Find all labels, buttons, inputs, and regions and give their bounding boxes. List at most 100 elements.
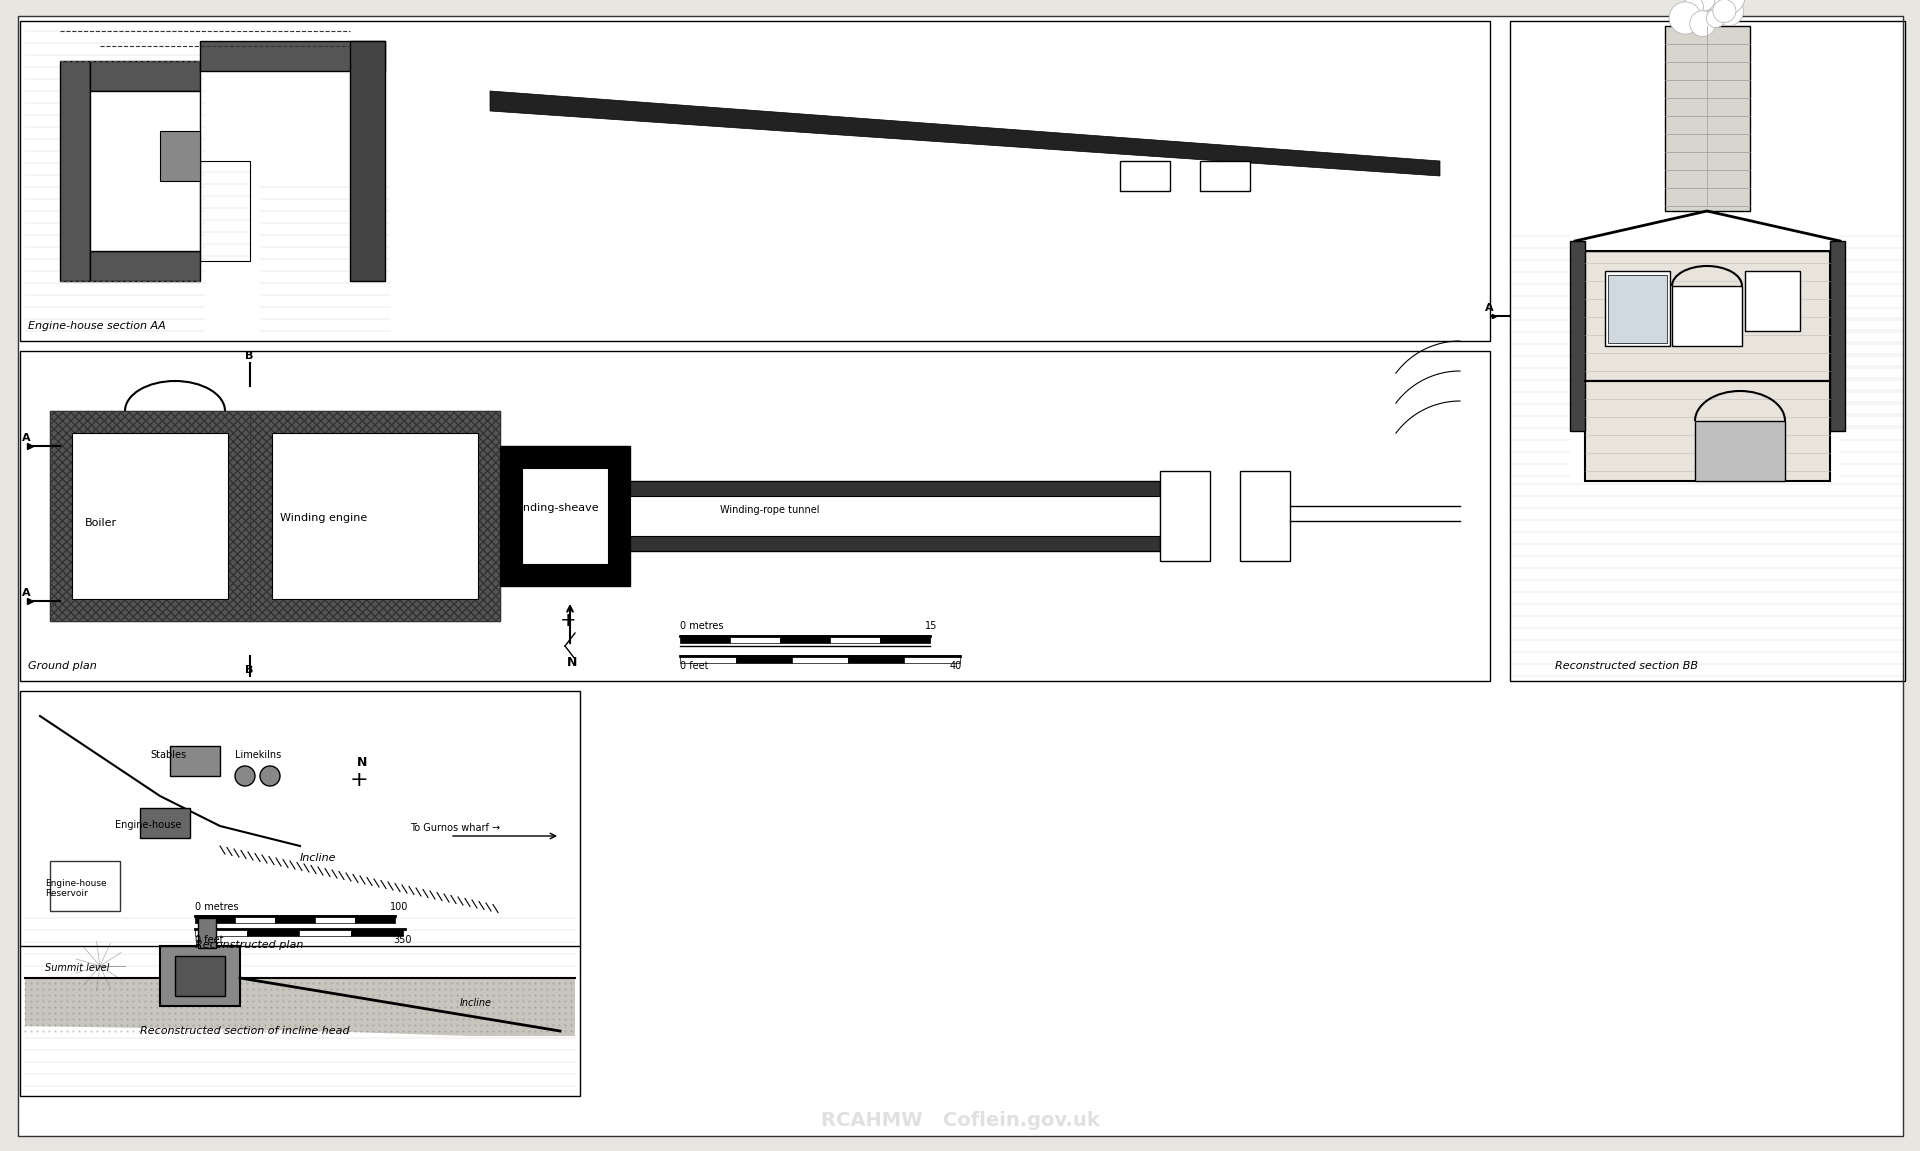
Text: Incline: Incline <box>300 853 336 863</box>
Bar <box>19 691 580 1096</box>
Text: 0 feet: 0 feet <box>196 935 223 945</box>
Text: Boiler: Boiler <box>84 518 117 528</box>
Bar <box>730 635 780 643</box>
Bar <box>50 411 250 622</box>
Text: B: B <box>246 665 253 674</box>
Text: Winding-sheave: Winding-sheave <box>511 503 599 513</box>
Text: 15: 15 <box>925 622 937 631</box>
Text: +: + <box>349 770 369 790</box>
Circle shape <box>1707 0 1730 14</box>
Text: A: A <box>21 433 31 443</box>
Text: Winding engine: Winding engine <box>280 513 367 523</box>
Bar <box>50 861 119 910</box>
Circle shape <box>1686 6 1703 24</box>
Bar <box>234 915 275 923</box>
Bar <box>522 468 609 564</box>
Bar <box>140 808 190 838</box>
Bar <box>1586 251 1830 381</box>
Text: Engine-house: Engine-house <box>115 820 182 830</box>
Bar <box>90 251 200 281</box>
Bar <box>351 929 403 936</box>
Text: 100: 100 <box>390 902 409 912</box>
Circle shape <box>1693 10 1713 30</box>
Bar <box>1609 275 1667 343</box>
Text: N: N <box>566 656 578 669</box>
Text: 40: 40 <box>950 661 962 671</box>
Bar <box>1119 161 1169 191</box>
Bar <box>196 929 248 936</box>
Text: 350: 350 <box>394 935 411 945</box>
Bar <box>200 161 250 261</box>
Bar <box>315 915 355 923</box>
Bar <box>60 61 90 281</box>
FancyBboxPatch shape <box>17 16 1903 1136</box>
Bar <box>791 655 849 663</box>
Text: A: A <box>21 588 31 599</box>
Bar <box>171 746 221 776</box>
Text: Engine-house section AA: Engine-house section AA <box>29 321 165 331</box>
Bar <box>50 411 250 622</box>
Circle shape <box>1716 0 1755 31</box>
Bar <box>780 635 829 643</box>
Bar <box>1605 270 1670 346</box>
Bar <box>248 929 300 936</box>
Text: Reconstructed plan: Reconstructed plan <box>196 940 303 950</box>
Bar <box>1200 161 1250 191</box>
Bar <box>1240 471 1290 561</box>
Polygon shape <box>371 61 1440 291</box>
Bar <box>25 26 205 336</box>
Bar <box>499 445 630 586</box>
Polygon shape <box>490 91 1440 176</box>
Bar <box>90 91 200 251</box>
Bar <box>90 61 200 91</box>
Bar <box>735 655 791 663</box>
Text: CBY: CBY <box>50 730 123 763</box>
Bar <box>904 655 960 663</box>
Bar <box>1586 381 1830 481</box>
Text: To Gurnos wharf →: To Gurnos wharf → <box>411 823 499 833</box>
Bar <box>1830 241 1845 430</box>
Text: Summit level: Summit level <box>44 963 109 973</box>
Text: 0 feet: 0 feet <box>680 661 708 671</box>
Text: +: + <box>561 611 576 630</box>
Text: N: N <box>357 756 367 769</box>
Bar <box>159 131 200 181</box>
Bar <box>1665 26 1749 211</box>
Text: RCAHMW   Coflein.gov.uk: RCAHMW Coflein.gov.uk <box>820 1112 1100 1130</box>
Bar <box>349 41 386 281</box>
Bar <box>829 635 879 643</box>
Circle shape <box>1680 0 1703 17</box>
Bar <box>1745 270 1801 331</box>
Text: Reconstructed section of incline head: Reconstructed section of incline head <box>140 1026 349 1036</box>
Bar <box>196 915 234 923</box>
Text: Incline: Incline <box>461 998 492 1008</box>
Bar <box>1672 285 1741 346</box>
Bar <box>849 655 904 663</box>
Text: Winding-rope tunnel: Winding-rope tunnel <box>720 505 820 514</box>
Bar <box>680 655 735 663</box>
Bar <box>355 915 396 923</box>
Bar <box>1160 471 1210 561</box>
Text: Reconstructed section BB: Reconstructed section BB <box>1555 661 1697 671</box>
Bar <box>273 433 478 599</box>
Bar <box>250 411 499 622</box>
Text: Stables: Stables <box>150 750 186 760</box>
Bar <box>1509 21 1905 681</box>
Text: B: B <box>246 351 253 361</box>
Bar <box>1839 231 1905 481</box>
Text: 0 metres: 0 metres <box>680 622 724 631</box>
Bar <box>159 946 240 1006</box>
Bar <box>1509 231 1571 481</box>
Circle shape <box>259 767 280 786</box>
Text: Engine-house
Reservoir: Engine-house Reservoir <box>44 878 108 898</box>
Circle shape <box>1715 0 1747 26</box>
Bar <box>879 635 929 643</box>
Bar <box>19 351 1490 681</box>
Bar <box>200 161 250 261</box>
Bar <box>198 918 215 948</box>
Bar <box>1571 241 1586 430</box>
Bar <box>300 929 351 936</box>
Bar <box>250 411 499 622</box>
Text: Ground plan: Ground plan <box>29 661 96 671</box>
Bar <box>275 915 315 923</box>
